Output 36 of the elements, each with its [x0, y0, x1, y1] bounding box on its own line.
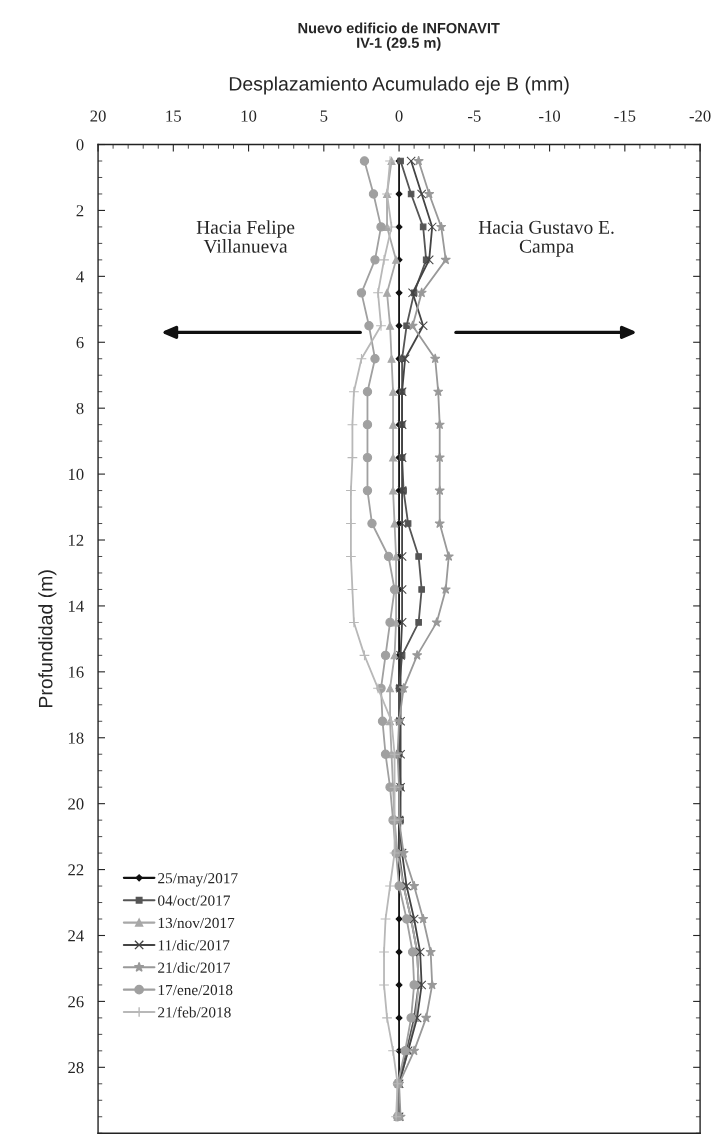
y-tick-label: 4	[76, 271, 84, 283]
y-tick-label: 2	[76, 205, 84, 217]
x-tick-label: 5	[320, 110, 328, 122]
legend-label: 17/ene/2018	[158, 984, 233, 996]
x-tick-label: 10	[241, 110, 257, 122]
x-tick-label: 20	[90, 110, 106, 122]
y-tick-label: 20	[68, 798, 84, 810]
y-axis-title: Profundidad (m)	[38, 570, 57, 707]
legend-label: 13/nov/2017	[158, 917, 235, 929]
x-tick-label: 0	[395, 110, 403, 122]
legend-label: 25/may/2017	[158, 873, 238, 887]
y-tick-label: 12	[68, 534, 84, 546]
y-tick-label: 6	[76, 337, 84, 349]
y-tick-label: 28	[68, 1062, 84, 1074]
legend-label: 21/feb/2018	[158, 1006, 231, 1018]
y-tick-label: 16	[68, 666, 84, 678]
x-tick-label: -20	[689, 110, 711, 122]
y-tick-label: 0	[76, 139, 84, 151]
y-tick-label: 24	[68, 930, 84, 942]
y-tick-label: 14	[68, 600, 84, 612]
x-tick-label: 15	[166, 110, 181, 122]
annotation: Hacia Felipe Villanueva	[196, 220, 295, 253]
legend-label: 21/dic/2017	[158, 962, 231, 973]
x-axis-title: Desplazamiento Acumulado eje B (mm)	[229, 76, 569, 95]
x-tick-label: -15	[614, 110, 636, 122]
x-tick-label: -10	[539, 110, 561, 122]
annotation: Hacia Gustavo E. Campa	[478, 220, 614, 257]
chart-title: Nuevo edificio de INFONAVIT IV-1 (29.5 m)	[298, 22, 500, 51]
y-tick-label: 10	[68, 468, 84, 481]
y-tick-label: 8	[76, 402, 84, 415]
y-tick-label: 26	[68, 996, 84, 1008]
x-tick-label: -5	[468, 110, 481, 122]
y-tick-label: 18	[68, 732, 84, 744]
legend-label: 11/dic/2017	[158, 939, 230, 951]
legend-label: 04/oct/2017	[158, 895, 231, 906]
y-tick-label: 22	[68, 864, 84, 876]
